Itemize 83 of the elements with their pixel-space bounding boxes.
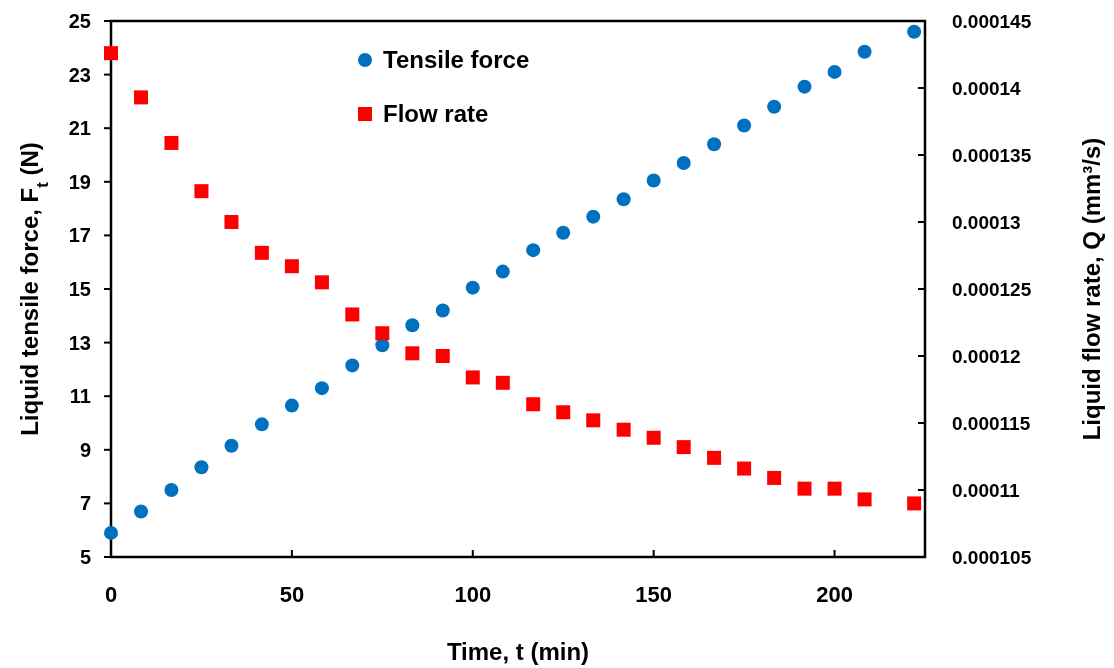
point (375, 338, 390, 353)
point (465, 370, 480, 385)
y-tick-label: 25 (68, 10, 91, 32)
point (405, 346, 420, 361)
point (435, 303, 450, 318)
point (676, 156, 691, 171)
y-tick-label: 5 (79, 546, 91, 568)
point (465, 280, 480, 295)
point (526, 243, 541, 258)
point (857, 44, 872, 59)
x-tick-label: 0 (104, 582, 118, 607)
y2-tick-label: 0.000125 (952, 278, 1032, 300)
point (194, 460, 209, 475)
point (435, 349, 450, 363)
point (164, 135, 179, 150)
point (556, 405, 571, 420)
point (134, 90, 149, 105)
point (254, 417, 269, 432)
point (375, 326, 390, 341)
y-tick-label: 21 (68, 117, 91, 140)
point (857, 492, 872, 507)
y-tick-label: 23 (68, 63, 91, 86)
point (345, 358, 360, 373)
point (737, 461, 752, 476)
point (797, 481, 812, 496)
point (345, 307, 360, 322)
point (405, 318, 420, 333)
point (707, 137, 722, 152)
x-tick-label: 50 (279, 582, 305, 607)
y2-tick-label: 0.000105 (952, 546, 1032, 568)
y-tick-label: 17 (68, 224, 91, 247)
point (797, 79, 812, 94)
y2-tick-label: 0.00011 (952, 479, 1021, 501)
point (646, 173, 661, 188)
x-tick-label: 100 (454, 582, 492, 607)
y-tick-label: 9 (79, 438, 91, 461)
point (224, 438, 239, 453)
point (827, 64, 842, 79)
point (314, 275, 329, 290)
x-tick-label: 150 (635, 582, 673, 607)
point (526, 397, 541, 412)
point (254, 245, 269, 260)
y2-tick-label: 0.000115 (952, 412, 1031, 434)
point (284, 259, 299, 274)
y2-tick-label: 0.000135 (952, 144, 1032, 166)
point (586, 209, 601, 224)
y-tick-label: 19 (68, 170, 91, 193)
x-axis-title: Time, t (min) (446, 638, 590, 665)
point (556, 225, 571, 240)
point (284, 398, 299, 413)
y-tick-label: 13 (68, 331, 91, 354)
point (104, 46, 118, 61)
legend-label: Tensile force (383, 46, 530, 74)
point (646, 430, 661, 445)
point (314, 381, 329, 396)
y-tick-label: 15 (68, 278, 91, 300)
point (134, 504, 149, 519)
point (827, 481, 842, 496)
point (676, 440, 691, 455)
y2-tick-label: 0.00014 (952, 77, 1022, 99)
y-tick-label: 7 (79, 492, 91, 515)
point (767, 470, 782, 485)
point (737, 118, 752, 133)
x-tick-label: 200 (816, 582, 853, 607)
y2-tick-label: 0.000145 (952, 10, 1032, 32)
y2-axis-title: Liquid flow rate, Q (mm³/s) (1078, 137, 1105, 441)
point (767, 99, 782, 114)
point (586, 413, 601, 428)
point (907, 24, 922, 39)
y-tick-label: 11 (69, 385, 91, 408)
legend-label: Flow rate (383, 100, 489, 128)
point (164, 483, 179, 497)
point (104, 525, 118, 540)
point (616, 192, 631, 207)
y2-tick-label: 0.00012 (952, 345, 1021, 367)
point (707, 450, 722, 465)
point (495, 375, 510, 390)
point (616, 422, 631, 437)
point (907, 496, 922, 511)
point (495, 264, 510, 279)
point (224, 215, 239, 229)
y2-tick-label: 0.00013 (952, 211, 1021, 233)
point (194, 184, 209, 199)
